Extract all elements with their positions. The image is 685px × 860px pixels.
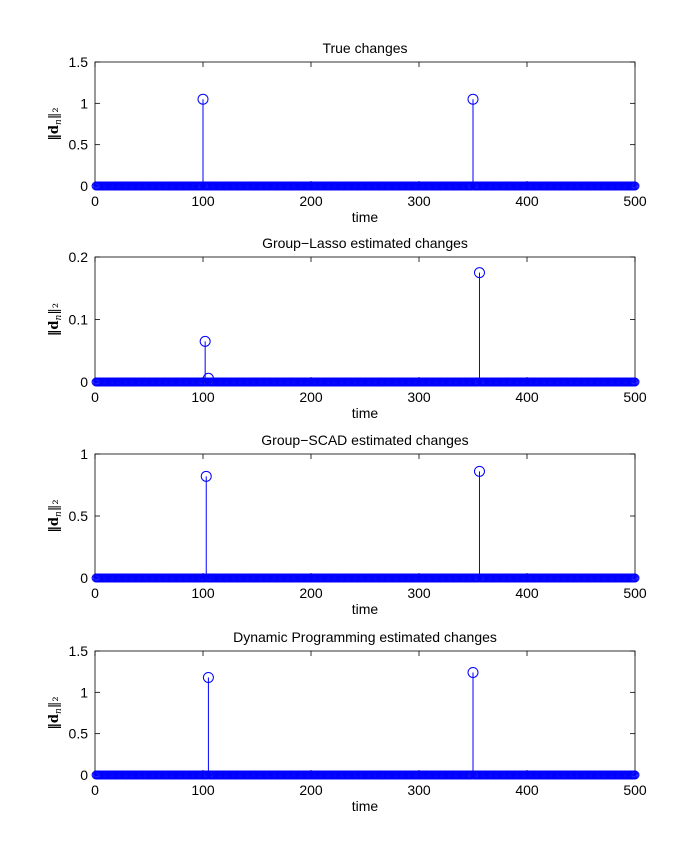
stem-point (197, 93, 209, 105)
y-axis-label-end: ‖₂ (47, 499, 62, 511)
x-tick-label: 100 (191, 389, 215, 405)
y-axis-label: ‖dn‖₂ (47, 696, 64, 729)
stem-point-zero (630, 573, 640, 583)
stem-point-zero (630, 181, 640, 191)
stem-point (467, 666, 479, 678)
y-tick-label: 0.5 (69, 726, 89, 742)
plot-frame (94, 453, 636, 579)
y-tick-label: 1 (80, 446, 88, 462)
y-tick-label: 0 (80, 767, 88, 783)
y-axis-label: ‖dn‖₂ (47, 303, 64, 336)
stem-point (200, 470, 212, 482)
y-tick-label: 0 (80, 178, 88, 194)
y-tick-label: 1 (80, 684, 88, 700)
x-tick-label: 300 (407, 389, 431, 405)
panel-3: Group−SCAD estimated changes 0 100 200 300 40… (47, 432, 647, 617)
x-tick-label: 400 (515, 193, 539, 209)
x-tick-label: 400 (515, 585, 539, 601)
stem-point (199, 335, 211, 347)
panel-1: True changes 0 100 200 300 400 500 0 0.5 1 1.5 time… (47, 40, 647, 225)
x-tick-label: 500 (623, 389, 647, 405)
y-axis-label-main: ‖d (47, 125, 62, 141)
y-axis-label-sub: n (54, 314, 64, 320)
x-tick-label: 400 (515, 782, 539, 798)
x-axis-label: time (352, 798, 379, 814)
y-axis-label-main: ‖d (47, 320, 62, 336)
y-tick-label: 0.5 (69, 508, 89, 524)
x-axis-label: time (352, 209, 379, 225)
y-tick-label: 0 (80, 374, 88, 390)
x-tick-label: 500 (623, 782, 647, 798)
x-tick-label: 200 (299, 585, 323, 601)
stem-point (202, 671, 214, 683)
x-tick-label: 100 (191, 193, 215, 209)
x-tick-label: 300 (407, 193, 431, 209)
stem-point-zero (630, 770, 640, 780)
x-tick-label: 400 (515, 389, 539, 405)
y-axis-label-main: ‖d (47, 714, 62, 730)
y-axis-label-main: ‖d (47, 517, 62, 533)
panel-2: Group−Lasso estimated changes 0 100 200 300 4… (47, 235, 647, 421)
stem-point-zero (630, 377, 640, 387)
stem-point (467, 93, 479, 105)
zero-markers (91, 770, 640, 780)
y-tick-label: 0.1 (69, 312, 89, 328)
x-tick-label: 0 (91, 782, 99, 798)
zero-markers (91, 573, 640, 583)
stem-point (473, 465, 485, 477)
panel-title: Dynamic Programming estimated changes (233, 629, 497, 645)
plot-frame (94, 61, 636, 187)
x-tick-label: 200 (299, 193, 323, 209)
zero-markers (91, 181, 640, 191)
zero-markers (91, 377, 640, 387)
y-axis-label-sub: n (54, 511, 64, 517)
y-axis-label-end: ‖₂ (47, 303, 62, 315)
x-axis-label: time (352, 405, 379, 421)
stem-point (202, 372, 214, 384)
x-tick-label: 0 (91, 389, 99, 405)
y-axis-label: ‖dn‖₂ (47, 499, 64, 532)
x-tick-label: 200 (299, 782, 323, 798)
x-tick-label: 100 (191, 782, 215, 798)
stem-point (473, 267, 485, 279)
x-tick-label: 0 (91, 193, 99, 209)
y-axis-label-sub: n (54, 119, 64, 125)
y-tick-label: 0.5 (69, 137, 89, 153)
panel-title: Group−Lasso estimated changes (262, 235, 468, 251)
y-tick-label: 1 (80, 95, 88, 111)
x-tick-label: 0 (91, 585, 99, 601)
y-axis-label-end: ‖₂ (47, 696, 62, 708)
panel-title: True changes (322, 40, 407, 56)
y-tick-label: 1.5 (69, 643, 89, 659)
x-axis-label: time (352, 601, 379, 617)
x-tick-label: 500 (623, 193, 647, 209)
y-tick-label: 1.5 (69, 54, 89, 70)
plot-frame (94, 256, 636, 383)
x-tick-label: 300 (407, 585, 431, 601)
x-tick-label: 100 (191, 585, 215, 601)
y-tick-label: 0 (80, 570, 88, 586)
panel-title: Group−SCAD estimated changes (261, 432, 468, 448)
y-axis-label: ‖dn‖₂ (47, 107, 64, 140)
x-tick-label: 200 (299, 389, 323, 405)
y-tick-label: 0.2 (69, 249, 89, 265)
x-tick-label: 500 (623, 585, 647, 601)
y-axis-label-sub: n (54, 708, 64, 714)
y-axis-label-end: ‖₂ (47, 107, 62, 119)
x-tick-label: 300 (407, 782, 431, 798)
plot-frame (94, 650, 636, 776)
